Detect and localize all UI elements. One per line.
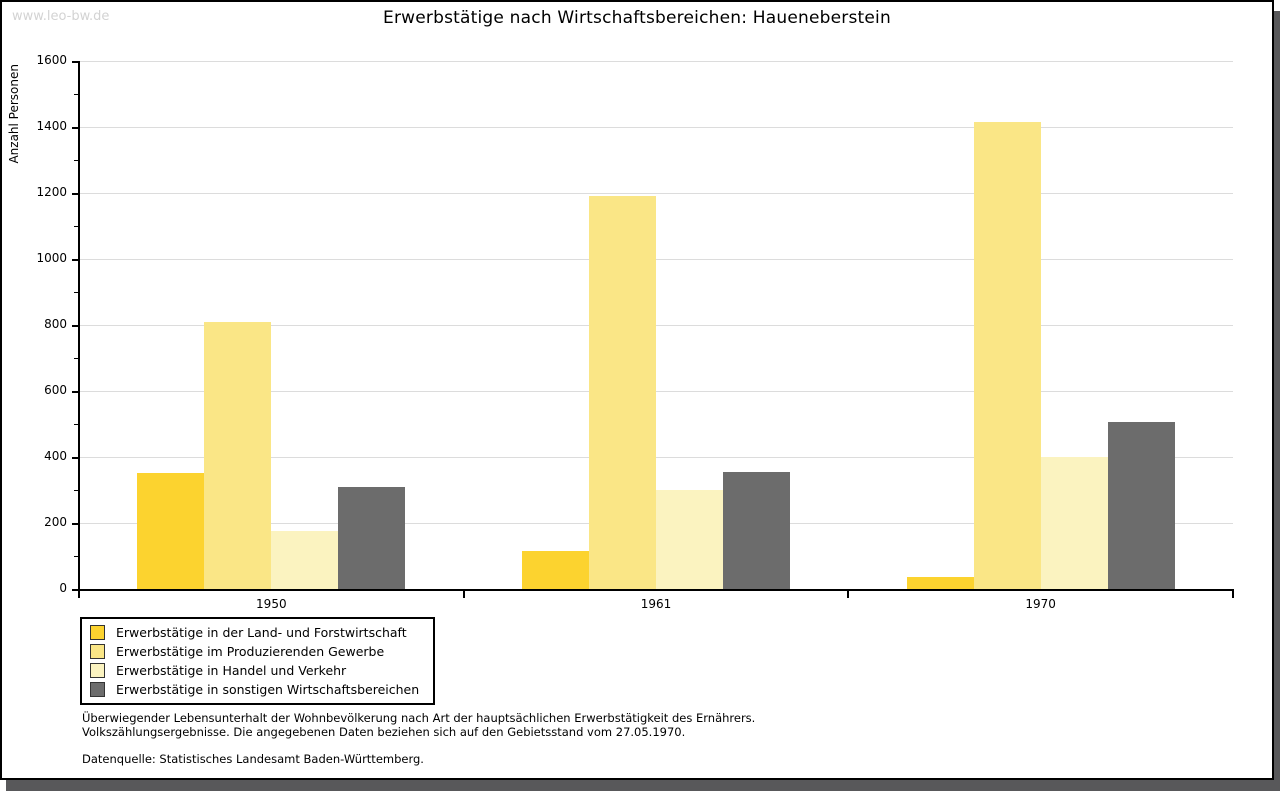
- x-tick-0: [78, 591, 80, 598]
- legend-label: Erwerbstätige im Produzierenden Gewerbe: [116, 644, 385, 659]
- bar-series1-1970: [906, 577, 974, 589]
- gridline-600: [79, 391, 1233, 392]
- gridline-1400: [79, 127, 1233, 128]
- x-category-label: 1970: [1025, 597, 1056, 611]
- y-tick-0: [72, 589, 79, 591]
- y-minor-tick-1500: [74, 94, 79, 95]
- y-tick-400: [72, 457, 79, 459]
- y-tick-1200: [72, 193, 79, 195]
- bar-series2-1970: [973, 122, 1041, 589]
- y-axis-line: [78, 61, 80, 590]
- y-tick-200: [72, 523, 79, 525]
- legend-label: Erwerbstätige in Handel und Verkehr: [116, 663, 347, 678]
- bar-series3-1970: [1040, 457, 1108, 589]
- y-tick-label: 1400: [36, 119, 67, 133]
- bar-series1-1950: [137, 473, 205, 589]
- legend-label: Erwerbstätige in der Land- und Forstwirt…: [116, 625, 407, 640]
- chart-title: Erwerbstätige nach Wirtschaftsbereichen:…: [383, 8, 891, 28]
- y-tick-label: 800: [44, 317, 67, 331]
- y-minor-tick-100: [74, 556, 79, 557]
- legend-item: Erwerbstätige in Handel und Verkehr: [90, 661, 419, 680]
- y-tick-label: 600: [44, 383, 67, 397]
- x-tick-3: [1232, 591, 1234, 598]
- y-minor-tick-1300: [74, 160, 79, 161]
- y-tick-800: [72, 325, 79, 327]
- y-tick-1400: [72, 127, 79, 129]
- legend-swatch-icon: [90, 644, 105, 659]
- y-tick-label: 400: [44, 449, 67, 463]
- y-tick-label: 1000: [36, 251, 67, 265]
- y-minor-tick-700: [74, 358, 79, 359]
- legend-swatch-icon: [90, 663, 105, 678]
- y-tick-1600: [72, 61, 79, 63]
- x-axis-line: [78, 589, 1234, 591]
- y-tick-label: 1200: [36, 185, 67, 199]
- gridline-1600: [79, 61, 1233, 62]
- legend: Erwerbstätige in der Land- und Forstwirt…: [80, 617, 436, 705]
- bar-series4-1950: [338, 487, 406, 589]
- bar-series2-1961: [589, 196, 656, 589]
- gridline-400: [79, 457, 1233, 458]
- footnote: Überwiegender Lebensunterhalt der Wohnbe…: [82, 711, 755, 739]
- x-tick-2: [847, 591, 850, 598]
- bar-series2-1950: [204, 322, 272, 589]
- watermark: www.leo-bw.de: [12, 9, 110, 24]
- bar-series3-1950: [271, 531, 339, 589]
- y-tick-600: [72, 391, 79, 393]
- y-tick-label: 200: [44, 515, 67, 529]
- legend-item: Erwerbstätige in sonstigen Wirtschaftsbe…: [90, 680, 419, 699]
- y-minor-tick-500: [74, 424, 79, 425]
- gridline-1200: [79, 193, 1233, 194]
- legend-item: Erwerbstätige im Produzierenden Gewerbe: [90, 642, 419, 661]
- gridline-1000: [79, 259, 1233, 260]
- legend-swatch-icon: [90, 625, 105, 640]
- bar-series3-1961: [656, 490, 723, 589]
- bar-series4-1970: [1107, 422, 1175, 589]
- y-minor-tick-1100: [74, 226, 79, 227]
- legend-item: Erwerbstätige in der Land- und Forstwirt…: [90, 623, 419, 642]
- legend-swatch-icon: [90, 682, 105, 697]
- footnote-line1: Überwiegender Lebensunterhalt der Wohnbe…: [82, 711, 756, 725]
- plot-area: 0 200 400 600 800 1000 1200 1400 1600 1950 1961 197…: [2, 2, 1272, 778]
- legend-label: Erwerbstätige in sonstigen Wirtschaftsbe…: [116, 682, 420, 697]
- data-source: Datenquelle: Statistisches Landesamt Bad…: [82, 752, 424, 766]
- x-category-label: 1950: [256, 597, 287, 611]
- footnote-line2: Volkszählungsergebnisse. Die angegebenen…: [82, 725, 686, 739]
- y-minor-tick-900: [74, 292, 79, 293]
- y-tick-label: 1600: [36, 53, 67, 67]
- bar-series4-1961: [723, 472, 790, 589]
- gridline-800: [79, 325, 1233, 326]
- y-minor-tick-300: [74, 490, 79, 491]
- bar-series1-1961: [522, 551, 589, 589]
- x-category-label: 1961: [640, 597, 672, 611]
- y-tick-1000: [72, 259, 79, 261]
- x-tick-1: [462, 591, 465, 598]
- y-tick-label: 0: [59, 581, 67, 595]
